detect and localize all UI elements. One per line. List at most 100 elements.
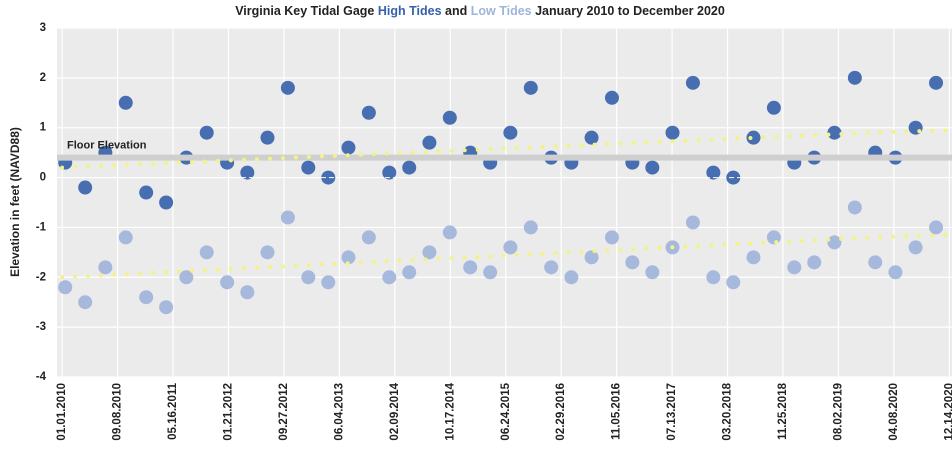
y-tick-label: 0 [40, 172, 46, 184]
x-tick-label: 12.14.2020 [943, 383, 952, 441]
x-tick-label: 01.01.2010 [56, 383, 68, 441]
point [301, 270, 316, 285]
point [483, 265, 498, 280]
point [341, 140, 356, 155]
point [685, 215, 700, 230]
point [199, 125, 214, 140]
point [645, 160, 660, 175]
point [341, 250, 356, 265]
x-tick-label: 09.27.2012 [278, 383, 290, 441]
point [868, 255, 883, 270]
point [625, 255, 640, 270]
point [139, 185, 154, 200]
point [645, 265, 660, 280]
point [827, 235, 842, 250]
point [685, 75, 700, 90]
point [929, 75, 944, 90]
y-tick-label: 2 [40, 72, 46, 84]
x-tick-label: 06.24.2015 [500, 382, 512, 440]
point [78, 295, 93, 310]
title-end: January 2010 to December 2020 [535, 4, 725, 18]
point [746, 130, 761, 145]
title-start: Virginia Key Tidal Gage [235, 4, 374, 18]
y-tick-label: -2 [36, 271, 46, 283]
point [321, 170, 336, 185]
floor-label: Floor Elevation [67, 140, 147, 152]
point [908, 240, 923, 255]
point [564, 270, 579, 285]
plot-area [57, 28, 952, 377]
point [665, 125, 680, 140]
point [766, 230, 781, 245]
x-tick-label: 09.08.2010 [112, 383, 124, 441]
point [888, 265, 903, 280]
point [584, 130, 599, 145]
y-tick-label: -1 [36, 221, 47, 233]
point [240, 165, 255, 180]
point [321, 275, 336, 290]
point [280, 210, 295, 225]
x-tick-label: 07.13.2017 [666, 383, 678, 441]
point [199, 245, 214, 260]
point [766, 100, 781, 115]
x-tick-label: 02.29.2016 [555, 383, 567, 441]
y-tick-label: 1 [40, 122, 47, 134]
point [847, 70, 862, 85]
point [382, 165, 397, 180]
point [706, 165, 721, 180]
point [544, 260, 559, 275]
point [159, 195, 174, 210]
point [402, 265, 417, 280]
point [402, 160, 417, 175]
point [442, 110, 457, 125]
y-tick-label: 3 [40, 22, 46, 34]
point [78, 180, 93, 195]
x-tick-label: 03.20.2018 [722, 382, 734, 440]
x-tick-label: 05.16.2011 [167, 382, 179, 440]
point [604, 90, 619, 105]
chart-title: Virginia Key Tidal Gage High Tides and L… [235, 4, 725, 18]
x-tick-label: 04.08.2020 [888, 383, 900, 441]
point [220, 275, 235, 290]
point [118, 230, 133, 245]
point [503, 125, 518, 140]
point [807, 255, 822, 270]
point [604, 230, 619, 245]
x-tick-label: 10.17.2014 [444, 382, 456, 440]
point [159, 300, 174, 315]
x-tick-label: 06.04.2013 [333, 383, 345, 441]
y-tick-label: -4 [36, 371, 47, 383]
title-series: High Tides [378, 4, 442, 18]
point [361, 230, 376, 245]
title-series: Low Tides [471, 4, 532, 18]
point [523, 80, 538, 95]
x-tick-label: 01.21.2012 [222, 383, 234, 441]
point [847, 200, 862, 215]
point [726, 275, 741, 290]
point [422, 245, 437, 260]
point [787, 260, 802, 275]
point [260, 245, 275, 260]
point [442, 225, 457, 240]
point [280, 80, 295, 95]
x-tick-label: 02.09.2014 [389, 382, 401, 440]
point [382, 270, 397, 285]
point [301, 160, 316, 175]
title-middle: and [445, 4, 467, 18]
point [118, 95, 133, 110]
point [463, 260, 478, 275]
x-tick-label: 08.02.2019 [832, 383, 844, 441]
point [422, 135, 437, 150]
point [746, 250, 761, 265]
point [584, 250, 599, 265]
point [361, 105, 376, 120]
point [523, 220, 538, 235]
point [98, 260, 113, 275]
point [929, 220, 944, 235]
point [240, 285, 255, 300]
x-tick-label: 11.25.2018 [777, 382, 789, 440]
x-tick-label: 11.05.2016 [611, 383, 623, 440]
point [179, 270, 194, 285]
point [139, 290, 154, 305]
